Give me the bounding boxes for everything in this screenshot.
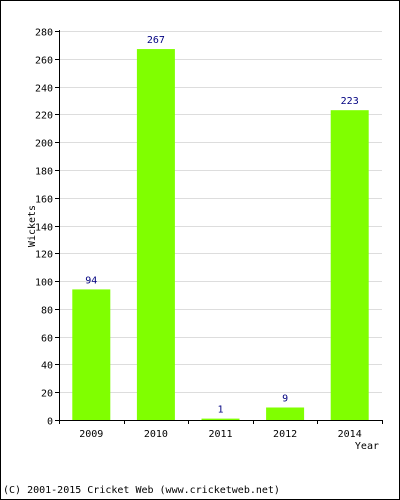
y-tick-label: 240 [35, 84, 53, 95]
copyright-footer: (C) 2001-2015 Cricket Web (www.cricketwe… [3, 485, 280, 496]
x-tick-label-2012: 2012 [273, 429, 297, 440]
x-axis-label: Year [355, 441, 379, 452]
y-tick-label: 100 [35, 278, 53, 289]
y-tick-label: 200 [35, 139, 53, 150]
bar-2014 [330, 110, 369, 421]
x-tick-label-2009: 2009 [79, 429, 103, 440]
y-tick-label: 40 [41, 361, 53, 372]
data-label-2012: 9 [282, 393, 288, 404]
x-tick-label-2010: 2010 [144, 429, 168, 440]
bar-2009 [72, 289, 111, 420]
x-ticks: 2009 2010 2011 2012 2014 [59, 420, 383, 440]
y-grid [59, 31, 382, 393]
x-tick-label-2014: 2014 [338, 429, 362, 440]
y-tick-label: 120 [35, 250, 53, 261]
y-ticks: 0 20 40 60 80 100 120 140 160 180 200 220 240 260 280 [35, 28, 59, 428]
y-axis-label: Wickets [27, 205, 38, 247]
y-tick-label: 280 [35, 28, 53, 39]
data-labels: 94 267 1 9 223 [85, 35, 358, 416]
x-tick-label-2011: 2011 [208, 429, 232, 440]
bars [72, 49, 369, 421]
y-tick-label: 180 [35, 167, 53, 178]
bar-2012 [266, 407, 305, 420]
y-tick-label: 20 [41, 389, 53, 400]
bar-2010 [136, 49, 175, 420]
data-label-2014: 223 [341, 96, 359, 107]
y-tick-label: 260 [35, 56, 53, 67]
data-label-2010: 267 [147, 35, 165, 46]
bar-2011 [201, 418, 240, 420]
axes [59, 30, 382, 421]
y-tick-label: 80 [41, 306, 53, 317]
data-label-2009: 94 [85, 275, 97, 286]
y-tick-label: 140 [35, 223, 53, 234]
data-label-2011: 1 [217, 405, 223, 416]
y-tick-label: 60 [41, 334, 53, 345]
y-tick-label: 160 [35, 195, 53, 206]
y-tick-label: 220 [35, 111, 53, 122]
y-tick-label: 0 [47, 417, 53, 428]
